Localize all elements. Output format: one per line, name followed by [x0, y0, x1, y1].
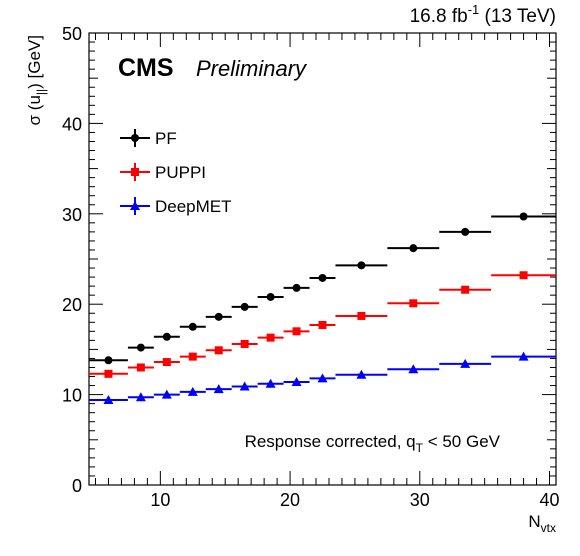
- legend-label: DeepMET: [155, 197, 232, 216]
- data-point: [356, 369, 367, 379]
- y-tick-label: 40: [62, 114, 82, 134]
- data-point: [240, 339, 249, 348]
- legend-label: PF: [155, 129, 177, 148]
- legend-marker: [131, 134, 139, 142]
- tick-labels: 10 20 30 40 0 10 20 30 40 50: [62, 24, 560, 510]
- lumi-energy: (13 TeV): [479, 6, 556, 27]
- data-point: [239, 381, 250, 391]
- x-tick-label: 10: [150, 490, 170, 510]
- data-point: [104, 356, 113, 365]
- data-point: [409, 299, 418, 308]
- data-point: [408, 364, 419, 374]
- x-tick-label: 40: [539, 490, 559, 510]
- x-tick-label: 30: [410, 490, 430, 510]
- data-point: [461, 285, 470, 294]
- legend: PF PUPPI DeepMET: [120, 129, 232, 216]
- y-tick-label: 0: [72, 476, 82, 496]
- data-point: [135, 392, 146, 402]
- legend-label: PUPPI: [155, 163, 206, 182]
- preliminary-label: Preliminary: [196, 56, 308, 81]
- data-point: [357, 311, 366, 320]
- legend-item-pf: PF: [120, 129, 177, 148]
- annotation: Response corrected, qT < 50 GeV: [245, 432, 501, 455]
- y-axis-label-rest: ) [GeV]: [25, 35, 44, 89]
- data-point: [292, 283, 301, 292]
- y-axis-label-main: σ (u: [25, 95, 44, 125]
- data-point: [318, 320, 327, 329]
- lumi-label: 16.8 fb-1 (13 TeV): [410, 2, 556, 27]
- data-point: [357, 261, 366, 270]
- legend-marker: [131, 168, 139, 176]
- y-tick-label: 20: [62, 295, 82, 315]
- data-point: [266, 333, 275, 342]
- data-point: [136, 363, 145, 372]
- data-point: [461, 227, 470, 236]
- y-tick-label: 10: [62, 386, 82, 406]
- data-point: [460, 358, 471, 368]
- y-tick-label: 30: [62, 205, 82, 225]
- x-axis-label: Nvtx: [528, 512, 556, 535]
- lumi-exponent: -1: [468, 2, 480, 17]
- data-point: [409, 244, 418, 253]
- plot-frame: [88, 32, 557, 486]
- y-tick-label: 50: [62, 24, 82, 44]
- data-point: [188, 322, 197, 331]
- x-axis-label-main: N: [528, 512, 540, 531]
- data-point: [266, 292, 275, 301]
- annotation-rest: < 50 GeV: [423, 432, 501, 451]
- data-point: [214, 312, 223, 321]
- cms-label: CMS: [118, 54, 174, 82]
- data-point: [214, 346, 223, 355]
- data-point: [162, 358, 171, 367]
- x-tick-label: 20: [280, 490, 300, 510]
- series-puppi: [89, 271, 556, 378]
- data-point: [188, 352, 197, 361]
- y-axis-label-sub: ||: [34, 89, 48, 95]
- data-point: [318, 273, 327, 282]
- legend-marker: [130, 201, 140, 210]
- data-point: [519, 271, 528, 280]
- data-point: [292, 327, 301, 336]
- x-axis-label-sub: vtx: [541, 521, 556, 535]
- series-deepmet: [89, 351, 556, 405]
- data-point: [518, 351, 529, 361]
- data-point: [213, 384, 224, 394]
- y-axis-label: σ (u||) [GeV]: [25, 35, 48, 125]
- lumi-value: 16.8 fb: [410, 6, 468, 27]
- data-point: [317, 373, 328, 383]
- data-point: [162, 332, 171, 341]
- data-point: [519, 212, 528, 221]
- data-point: [136, 343, 145, 352]
- data-point: [291, 376, 302, 386]
- data-point: [103, 395, 114, 405]
- axis-ticks: [89, 32, 556, 486]
- data-point: [187, 386, 198, 396]
- series-layer: [89, 212, 556, 405]
- data-point: [265, 378, 276, 388]
- annotation-main: Response corrected, q: [245, 432, 416, 451]
- legend-item-puppi: PUPPI: [120, 163, 206, 182]
- data-point: [104, 369, 113, 378]
- data-point: [240, 302, 249, 311]
- annotation-sub: T: [416, 441, 424, 455]
- series-pf: [89, 212, 556, 365]
- legend-item-deepmet: DeepMET: [120, 197, 232, 216]
- data-point: [161, 389, 172, 399]
